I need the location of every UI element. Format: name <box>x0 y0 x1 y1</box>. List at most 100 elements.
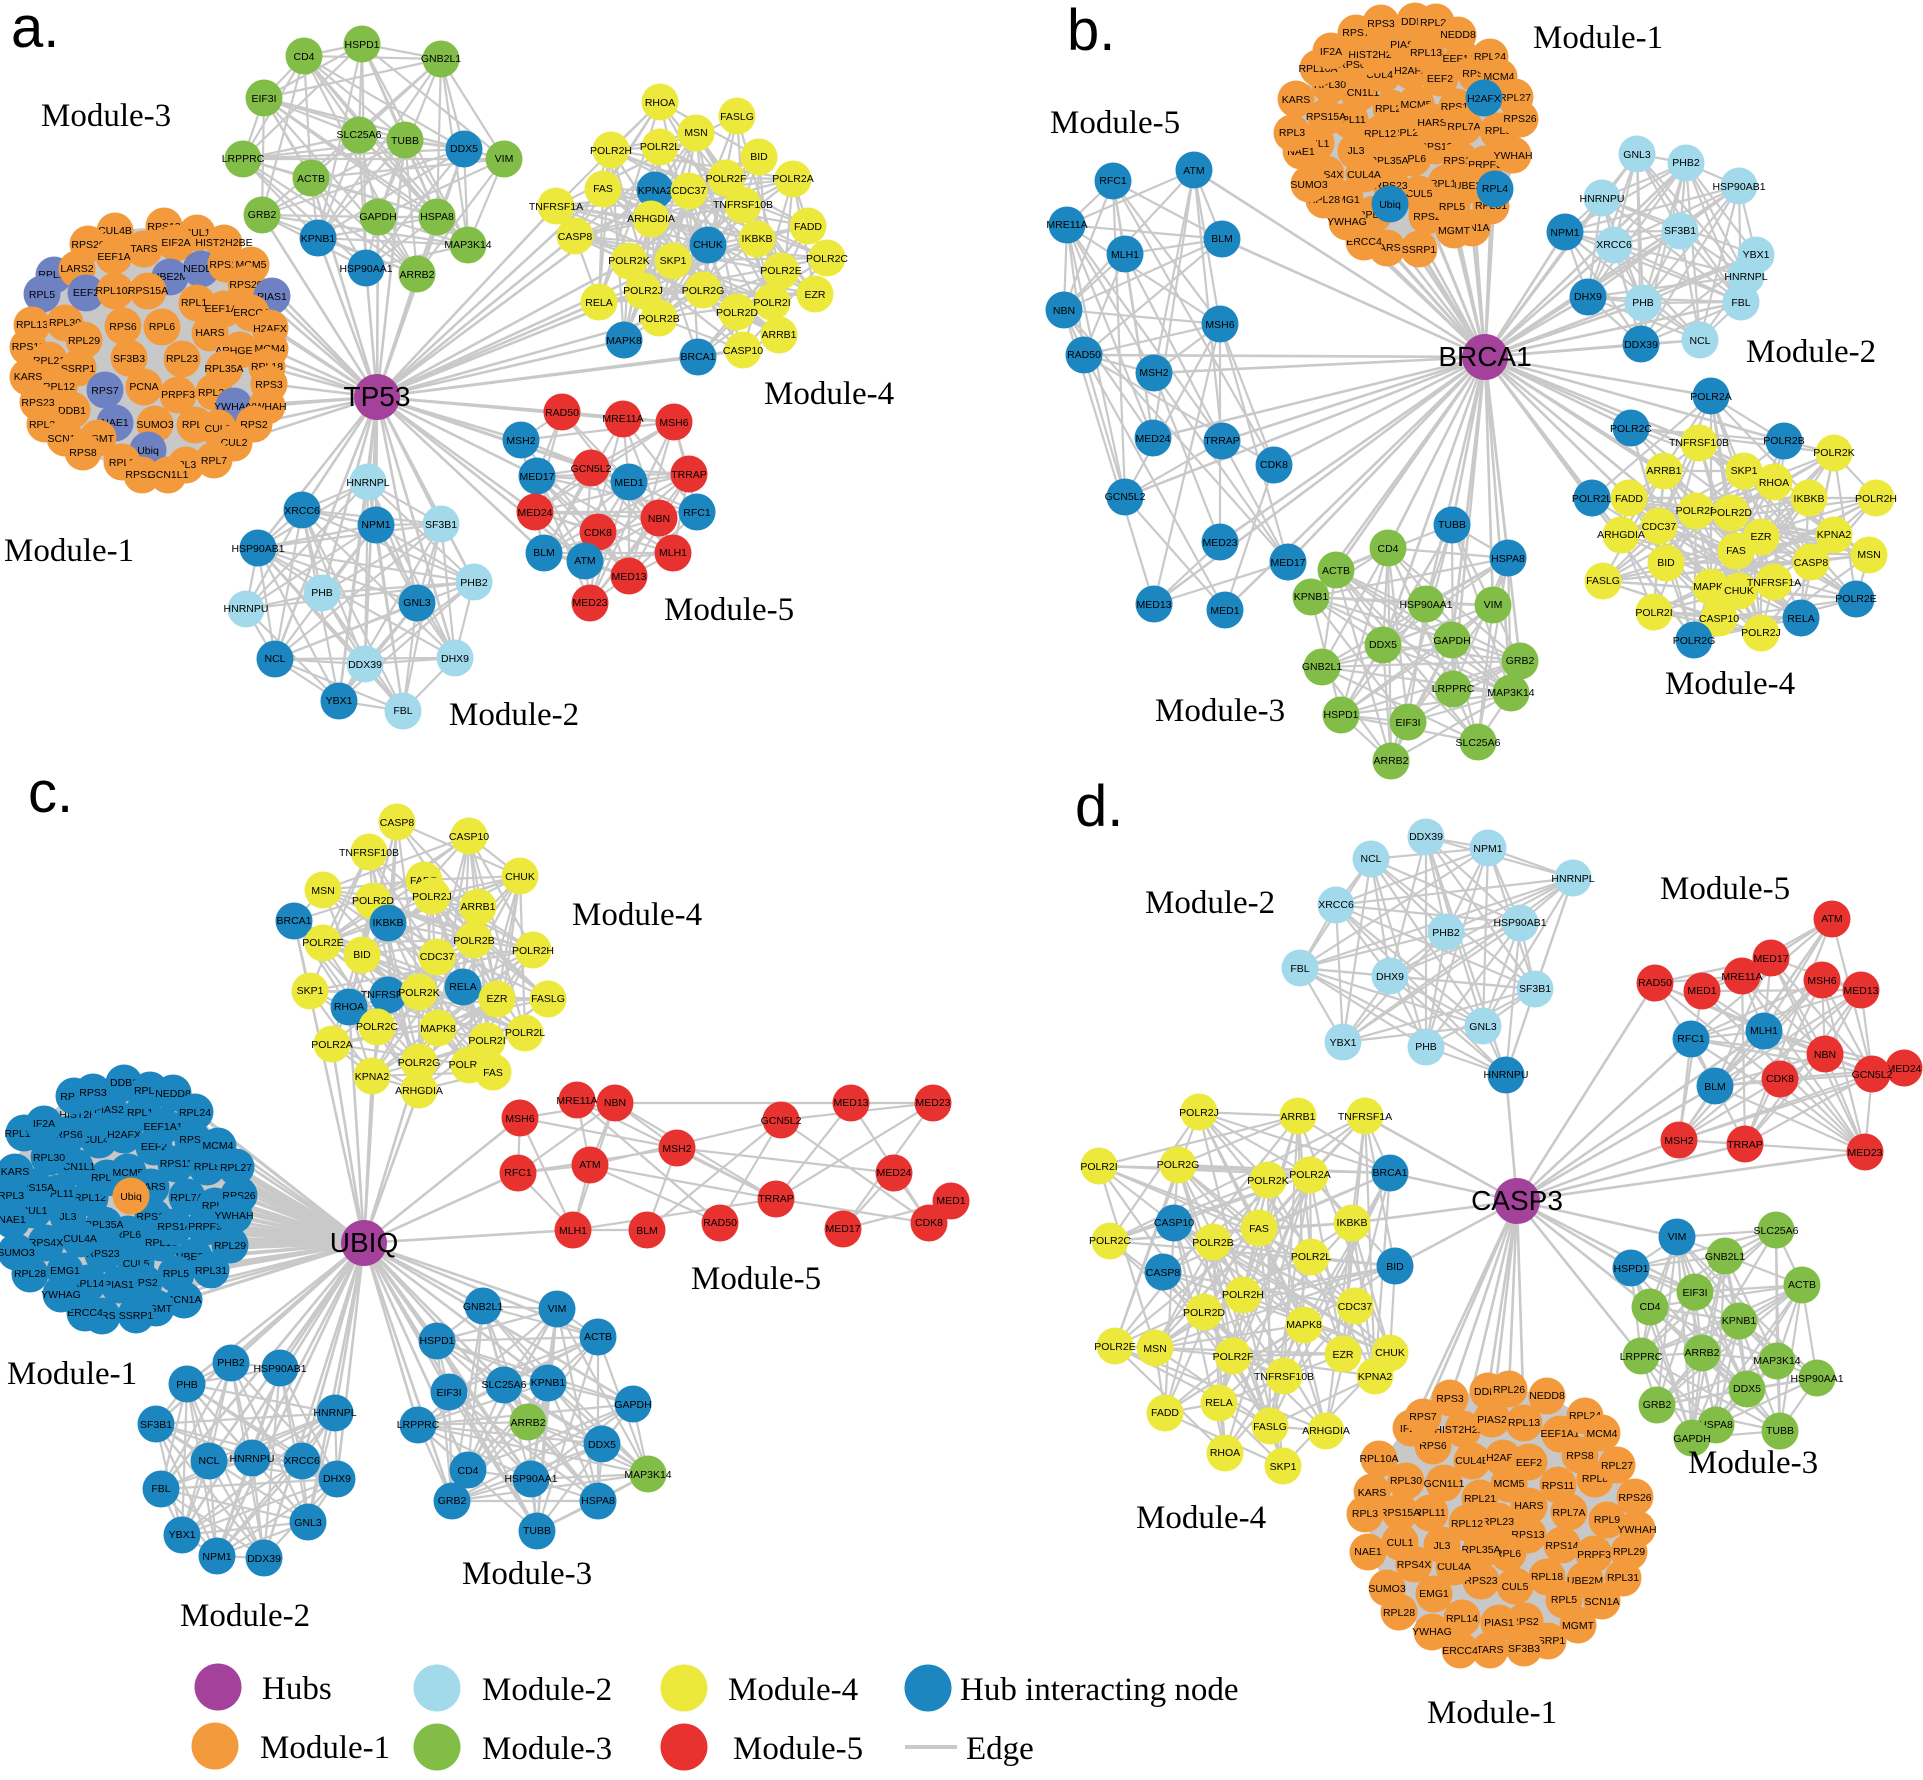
svg-text:BRCA1: BRCA1 <box>276 915 311 927</box>
svg-text:POLR2C: POLR2C <box>1610 423 1652 435</box>
svg-text:NCL: NCL <box>198 1455 219 1467</box>
svg-text:MED1: MED1 <box>936 1195 965 1207</box>
svg-text:POLR2K: POLR2K <box>608 255 649 267</box>
svg-text:MSH2: MSH2 <box>662 1143 691 1155</box>
svg-text:ARRB2: ARRB2 <box>399 269 434 281</box>
svg-text:HSP90AB1: HSP90AB1 <box>1493 917 1546 929</box>
svg-text:RPL26: RPL26 <box>1493 1384 1525 1396</box>
svg-text:POLR2D: POLR2D <box>1183 1307 1225 1319</box>
svg-text:RPL31: RPL31 <box>1607 1572 1639 1584</box>
svg-text:RPS15A: RPS15A <box>1380 1507 1420 1519</box>
svg-text:CUL4A: CUL4A <box>1437 1561 1471 1573</box>
svg-text:XRCC6: XRCC6 <box>1596 239 1632 251</box>
svg-text:PHB: PHB <box>1415 1041 1437 1053</box>
svg-text:RFC1: RFC1 <box>1099 175 1127 187</box>
svg-text:RFC1: RFC1 <box>1677 1033 1705 1045</box>
svg-text:HNRNPL: HNRNPL <box>1551 873 1594 885</box>
svg-text:NAE1: NAE1 <box>1354 1546 1382 1558</box>
svg-text:RPS6: RPS6 <box>55 1129 83 1141</box>
svg-text:RPL29: RPL29 <box>1613 1546 1645 1558</box>
svg-text:KPNB1: KPNB1 <box>1294 591 1329 603</box>
svg-text:CUL5: CUL5 <box>1502 1581 1529 1593</box>
svg-text:RELA: RELA <box>585 297 612 309</box>
svg-text:CUL4A: CUL4A <box>1347 169 1381 181</box>
svg-text:b.: b. <box>1067 0 1115 63</box>
svg-text:POLR2A: POLR2A <box>1289 1169 1330 1181</box>
svg-text:CDC37: CDC37 <box>1642 521 1677 533</box>
svg-text:MAPK8: MAPK8 <box>1286 1319 1322 1331</box>
svg-text:RPS14: RPS14 <box>1545 1540 1578 1552</box>
svg-text:ARRB1: ARRB1 <box>460 901 495 913</box>
svg-text:RHOA: RHOA <box>645 97 675 109</box>
svg-text:GRB2: GRB2 <box>438 1495 467 1507</box>
svg-text:RPS4X: RPS4X <box>29 1237 63 1249</box>
svg-text:a.: a. <box>11 0 59 60</box>
svg-text:POLR2B: POLR2B <box>453 935 494 947</box>
svg-text:MSH6: MSH6 <box>659 417 688 429</box>
svg-text:ARRB1: ARRB1 <box>1646 465 1681 477</box>
svg-text:RPS11: RPS11 <box>1542 1480 1575 1492</box>
svg-text:RELA: RELA <box>449 981 476 993</box>
svg-text:RPL3: RPL3 <box>0 1190 24 1202</box>
svg-text:RPL31: RPL31 <box>195 1265 227 1277</box>
svg-text:PIAS1: PIAS1 <box>257 291 287 303</box>
svg-text:RPL7A: RPL7A <box>1552 1507 1585 1519</box>
svg-text:JL3: JL3 <box>1434 1540 1451 1552</box>
svg-text:RPL14: RPL14 <box>181 297 213 309</box>
svg-text:XRCC6: XRCC6 <box>1318 899 1354 911</box>
svg-text:TARS: TARS <box>130 243 157 255</box>
svg-text:MRE11A: MRE11A <box>602 413 643 425</box>
svg-text:SUMO3: SUMO3 <box>136 419 174 431</box>
svg-text:SLC25A6: SLC25A6 <box>482 1379 527 1391</box>
svg-text:MSH6: MSH6 <box>1205 319 1234 331</box>
svg-text:POLR2C: POLR2C <box>806 253 848 265</box>
svg-text:ATM: ATM <box>1821 913 1842 925</box>
svg-text:TARS: TARS <box>1476 1644 1503 1656</box>
svg-text:CASP8: CASP8 <box>1794 557 1829 569</box>
svg-text:MLH1: MLH1 <box>659 547 687 559</box>
svg-text:FADD: FADD <box>1615 493 1643 505</box>
svg-text:BID: BID <box>1657 557 1675 569</box>
svg-text:PIAS1: PIAS1 <box>104 1279 134 1291</box>
svg-text:c.: c. <box>28 760 73 825</box>
svg-text:Module-5: Module-5 <box>733 1731 863 1767</box>
svg-text:RPL10A: RPL10A <box>95 285 134 297</box>
svg-text:POLR2E: POLR2E <box>302 937 343 949</box>
svg-text:H2AFX: H2AFX <box>1467 93 1501 105</box>
svg-text:PHB: PHB <box>176 1379 198 1391</box>
svg-text:PRPF3: PRPF3 <box>161 389 195 401</box>
svg-text:MAP3K14: MAP3K14 <box>1487 687 1534 699</box>
svg-text:NPM1: NPM1 <box>361 519 390 531</box>
svg-text:MED13: MED13 <box>833 1097 868 1109</box>
svg-text:POLR2I: POLR2I <box>753 297 790 309</box>
svg-text:SUMO3: SUMO3 <box>1290 179 1328 191</box>
svg-text:RAD50: RAD50 <box>1067 349 1101 361</box>
svg-text:RPL13: RPL13 <box>1508 1417 1540 1429</box>
svg-text:HSPD1: HSPD1 <box>1323 709 1358 721</box>
svg-text:HSPA8: HSPA8 <box>581 1495 615 1507</box>
svg-text:Module-4: Module-4 <box>764 376 894 412</box>
svg-text:GNL3: GNL3 <box>1469 1021 1497 1033</box>
svg-text:MED17: MED17 <box>825 1223 860 1235</box>
svg-text:CDK8: CDK8 <box>1766 1073 1794 1085</box>
svg-text:BLM: BLM <box>636 1225 658 1237</box>
svg-text:RPL35A: RPL35A <box>1461 1544 1500 1556</box>
svg-text:POLR2K: POLR2K <box>398 987 439 999</box>
svg-text:MED24: MED24 <box>517 507 552 519</box>
svg-text:RPL13: RPL13 <box>1410 47 1442 59</box>
svg-text:MGMT: MGMT <box>1562 1620 1595 1632</box>
svg-text:TNFRSF10B: TNFRSF10B <box>1669 437 1729 449</box>
svg-text:FASLG: FASLG <box>1253 1421 1287 1433</box>
svg-text:MLH1: MLH1 <box>1750 1025 1778 1037</box>
svg-text:POLR2L: POLR2L <box>1572 493 1612 505</box>
svg-text:PRPF3: PRPF3 <box>188 1221 222 1233</box>
svg-text:RPL9: RPL9 <box>1594 1514 1620 1526</box>
svg-text:HNRNPL: HNRNPL <box>313 1407 356 1419</box>
svg-text:PHB2: PHB2 <box>1432 927 1460 939</box>
svg-text:POLR2I: POLR2I <box>1635 607 1672 619</box>
svg-text:LRPPRC: LRPPRC <box>1620 1351 1663 1363</box>
svg-text:POLR2J: POLR2J <box>412 891 452 903</box>
svg-text:HARS: HARS <box>195 327 224 339</box>
svg-text:ACTB: ACTB <box>584 1331 612 1343</box>
svg-text:NBN: NBN <box>648 513 670 525</box>
